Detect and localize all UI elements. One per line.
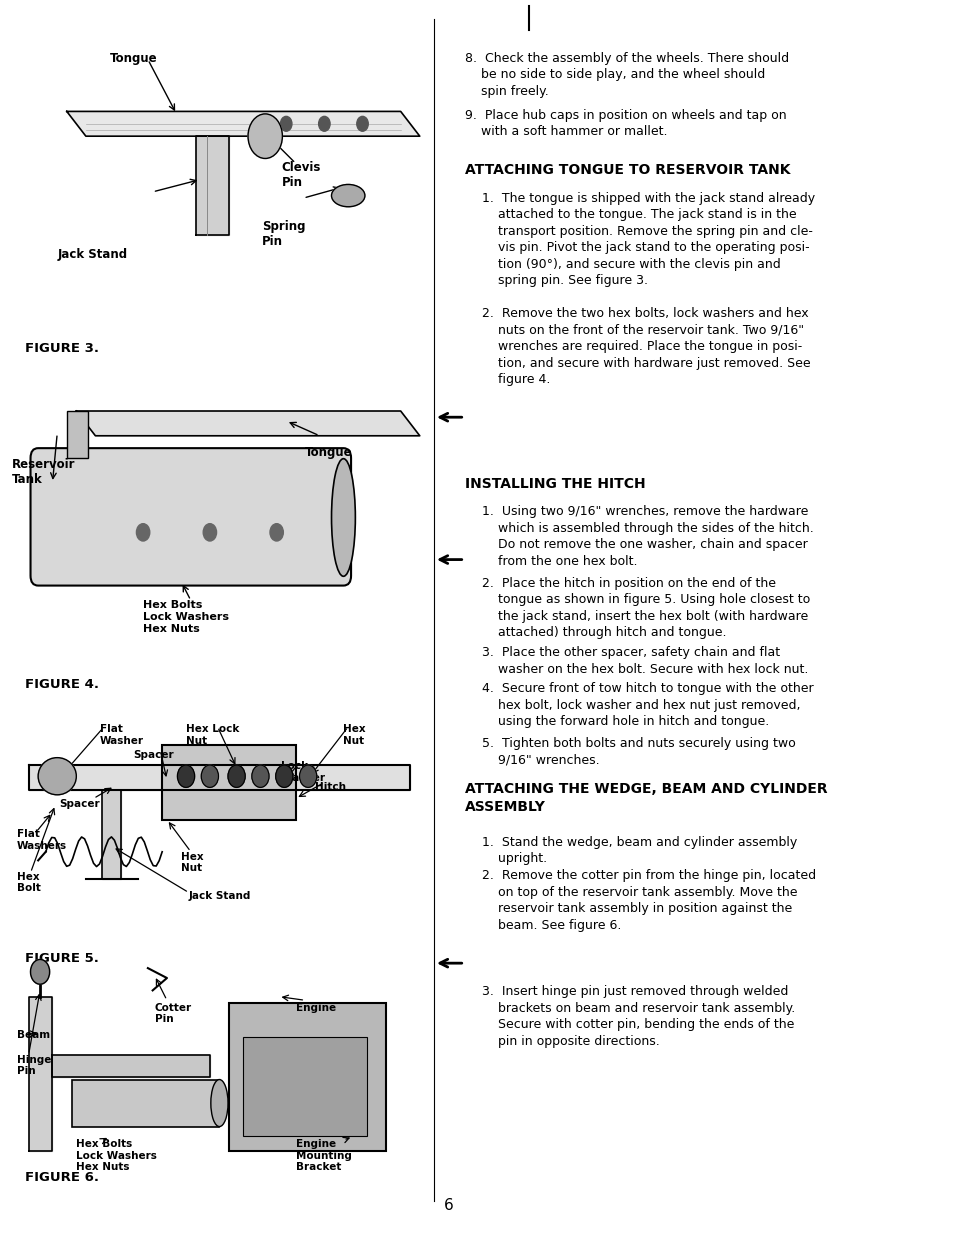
Text: FIGURE 3.: FIGURE 3.	[25, 342, 99, 355]
Polygon shape	[102, 790, 121, 879]
Text: Flat
Washer: Flat Washer	[100, 724, 144, 745]
Text: 2.  Remove the two hex bolts, lock washers and hex
    nuts on the front of the : 2. Remove the two hex bolts, lock washer…	[481, 307, 809, 386]
Text: Hitch: Hitch	[314, 782, 345, 792]
Text: 4.  Secure front of tow hitch to tongue with the other
    hex bolt, lock washer: 4. Secure front of tow hitch to tongue w…	[481, 682, 813, 728]
Circle shape	[177, 765, 194, 787]
Circle shape	[248, 114, 282, 158]
Text: 3.  Insert hinge pin just removed through welded
    brackets on beam and reserv: 3. Insert hinge pin just removed through…	[481, 985, 794, 1047]
Bar	[71, 1080, 219, 1127]
Ellipse shape	[38, 758, 76, 795]
Circle shape	[30, 959, 50, 984]
Circle shape	[252, 765, 269, 787]
Polygon shape	[67, 111, 419, 136]
Text: Engine
Mounting
Bracket: Engine Mounting Bracket	[295, 1139, 352, 1172]
Text: 6: 6	[443, 1198, 453, 1213]
Text: Hinge
Pin: Hinge Pin	[17, 1055, 51, 1076]
Text: FIGURE 5.: FIGURE 5.	[25, 952, 98, 966]
Circle shape	[228, 765, 245, 787]
Polygon shape	[52, 1055, 210, 1077]
Circle shape	[318, 116, 330, 131]
Circle shape	[356, 116, 368, 131]
Circle shape	[299, 765, 316, 787]
Text: Tongue: Tongue	[305, 446, 353, 459]
Text: 3.  Place the other spacer, safety chain and flat
    washer on the hex bolt. Se: 3. Place the other spacer, safety chain …	[481, 646, 807, 676]
Text: Spring
Pin: Spring Pin	[262, 220, 306, 249]
Circle shape	[203, 524, 216, 541]
Text: ATTACHING THE WEDGE, BEAM AND CYLINDER
ASSEMBLY: ATTACHING THE WEDGE, BEAM AND CYLINDER A…	[464, 782, 826, 815]
Circle shape	[275, 765, 293, 787]
Text: 1.  The tongue is shipped with the jack stand already
    attached to the tongue: 1. The tongue is shipped with the jack s…	[481, 192, 814, 287]
Polygon shape	[29, 997, 52, 1151]
Ellipse shape	[331, 184, 364, 207]
Polygon shape	[76, 411, 419, 436]
Ellipse shape	[331, 459, 355, 576]
Text: FIGURE 4.: FIGURE 4.	[25, 678, 99, 692]
Text: 1.  Using two 9/16" wrenches, remove the hardware
    which is assembled through: 1. Using two 9/16" wrenches, remove the …	[481, 505, 813, 567]
Text: Flat
Washers: Flat Washers	[17, 829, 68, 851]
Bar	[67, 411, 88, 458]
Text: Beam: Beam	[17, 1030, 51, 1040]
Text: Hex
Nut: Hex Nut	[343, 724, 366, 745]
Circle shape	[201, 765, 218, 787]
Text: 8.  Check the assembly of the wheels. There should
    be no side to side play, : 8. Check the assembly of the wheels. The…	[464, 52, 788, 98]
Text: INSTALLING THE HITCH: INSTALLING THE HITCH	[464, 477, 644, 490]
Polygon shape	[195, 136, 229, 235]
Text: Lock
Washer: Lock Washer	[281, 761, 325, 782]
Text: Hex Bolts
Lock Washers
Hex Nuts: Hex Bolts Lock Washers Hex Nuts	[143, 600, 229, 634]
Text: Spacer: Spacer	[133, 750, 174, 760]
Text: Hex
Nut: Hex Nut	[181, 852, 204, 873]
Text: Hex
Bolt: Hex Bolt	[17, 872, 41, 893]
Text: 2.  Remove the cotter pin from the hinge pin, located
    on top of the reservoi: 2. Remove the cotter pin from the hinge …	[481, 869, 815, 931]
FancyBboxPatch shape	[30, 448, 351, 586]
Bar	[162, 745, 295, 820]
Text: 9.  Place hub caps in position on wheels and tap on
    with a soft hammer or ma: 9. Place hub caps in position on wheels …	[464, 109, 785, 139]
Text: Spacer: Spacer	[59, 799, 100, 808]
Text: Hex Bolts
Lock Washers
Hex Nuts: Hex Bolts Lock Washers Hex Nuts	[76, 1139, 157, 1172]
Text: Reservoir
Tank: Reservoir Tank	[11, 458, 75, 487]
Text: Jack Stand: Jack Stand	[57, 248, 128, 261]
Polygon shape	[29, 765, 410, 790]
Text: Cotter
Pin: Cotter Pin	[154, 1003, 192, 1024]
Circle shape	[136, 524, 150, 541]
Circle shape	[270, 524, 283, 541]
Text: FIGURE 6.: FIGURE 6.	[25, 1171, 99, 1185]
Text: Clevis
Pin: Clevis Pin	[281, 161, 320, 189]
Bar	[229, 1003, 386, 1151]
Text: Engine: Engine	[295, 1003, 335, 1013]
Text: Hex Lock
Nut: Hex Lock Nut	[186, 724, 239, 745]
Text: 1.  Stand the wedge, beam and cylinder assembly
    upright.: 1. Stand the wedge, beam and cylinder as…	[481, 836, 796, 865]
Circle shape	[280, 116, 292, 131]
Text: Tongue: Tongue	[110, 52, 157, 66]
Ellipse shape	[211, 1080, 228, 1127]
Text: ATTACHING TONGUE TO RESERVOIR TANK: ATTACHING TONGUE TO RESERVOIR TANK	[464, 163, 789, 177]
Text: 5.  Tighten both bolts and nuts securely using two
    9/16" wrenches.: 5. Tighten both bolts and nuts securely …	[481, 737, 795, 766]
Bar	[243, 1037, 367, 1136]
Text: 2.  Place the hitch in position on the end of the
    tongue as shown in figure : 2. Place the hitch in position on the en…	[481, 577, 809, 639]
Text: Jack Stand: Jack Stand	[189, 891, 251, 901]
